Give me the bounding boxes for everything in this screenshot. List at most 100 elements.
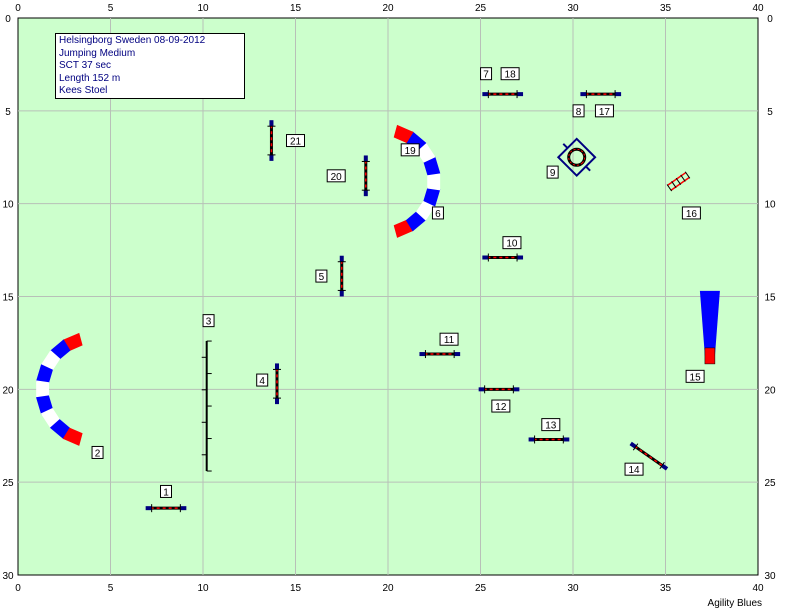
number-label-text: 4 xyxy=(259,376,265,387)
judge-name: Kees Stoel xyxy=(59,85,108,97)
number-label-text: 3 xyxy=(206,317,212,328)
jump-obstacle xyxy=(419,350,461,359)
jump-bar-shadow xyxy=(633,445,664,468)
number-label-box xyxy=(160,484,172,498)
number-label-box xyxy=(491,399,511,413)
jump-obstacle xyxy=(580,90,622,99)
x-tick-label-bottom: 15 xyxy=(290,583,302,594)
number-label-text: 1 xyxy=(163,487,169,498)
course-info-box: Helsingborg Sweden 08-09-2012 Jumping Me… xyxy=(55,33,245,99)
y-tick-label-right: 0 xyxy=(767,14,773,25)
number-label-box xyxy=(326,169,346,183)
y-tick-label-right: 20 xyxy=(764,385,776,396)
jump-obstacle xyxy=(478,385,520,394)
number-label-box xyxy=(624,462,644,476)
number-label-box xyxy=(500,67,520,81)
x-tick-label-top: 15 xyxy=(290,3,302,14)
tunnel-segment xyxy=(36,380,50,399)
number-label-text: 5 xyxy=(319,272,325,283)
long-jump-obstacle xyxy=(201,340,212,472)
course-length: Length 152 m xyxy=(59,72,121,84)
y-tick-label-right: 5 xyxy=(767,107,773,118)
tunnel-obstacle xyxy=(393,124,441,238)
number-label-box xyxy=(594,104,614,118)
y-tick-label-right: 25 xyxy=(764,478,776,489)
jump-wing xyxy=(629,441,637,449)
y-tick-label-left: 10 xyxy=(2,200,14,211)
jump-obstacle xyxy=(629,441,669,471)
number-label-box xyxy=(502,236,522,250)
number-label-text: 21 xyxy=(290,137,302,148)
number-label-box xyxy=(439,332,459,346)
x-tick-label-bottom: 5 xyxy=(108,583,114,594)
number-label-box xyxy=(202,314,215,328)
event-title: Helsingborg Sweden 08-09-2012 xyxy=(59,35,206,46)
jump-obstacle xyxy=(145,504,187,513)
tire-ladder-obstacle xyxy=(666,171,691,192)
number-label-text: 20 xyxy=(331,172,343,183)
ladder-rung xyxy=(675,177,682,185)
number-label-text: 7 xyxy=(483,70,489,81)
jump-wing xyxy=(660,463,669,471)
jump-post xyxy=(632,443,639,451)
y-tick-label-left: 20 xyxy=(2,385,14,396)
number-label-box xyxy=(546,165,559,179)
standard-course-time: SCT 37 sec xyxy=(59,60,112,72)
ladder-rung xyxy=(684,171,691,179)
ladder-rung xyxy=(666,184,673,192)
ladder-rung xyxy=(680,174,686,182)
tire-ring-stripe xyxy=(568,148,586,166)
number-label-text: 19 xyxy=(405,146,417,157)
x-tick-label-top: 5 xyxy=(108,3,114,14)
y-tick-label-left: 25 xyxy=(2,478,14,489)
number-label-text: 16 xyxy=(686,209,698,220)
tunnel-segment xyxy=(62,427,83,446)
x-tick-label-bottom: 35 xyxy=(660,583,672,594)
x-tick-label-top: 25 xyxy=(475,3,487,14)
tunnel-obstacle xyxy=(36,332,83,446)
chute-entry xyxy=(704,347,716,365)
x-tick-label-bottom: 20 xyxy=(382,583,394,594)
number-label-text: 11 xyxy=(444,335,455,346)
tunnel-segment xyxy=(393,124,414,144)
y-tick-label-left: 15 xyxy=(2,293,14,304)
number-label-box xyxy=(685,369,705,383)
number-label-text: 2 xyxy=(95,448,101,459)
number-label-text: 15 xyxy=(690,372,702,383)
number-label-box xyxy=(91,445,104,459)
x-tick-label-top: 20 xyxy=(382,3,394,14)
number-label-text: 14 xyxy=(628,465,640,476)
x-tick-label-top: 35 xyxy=(660,3,672,14)
class-name: Jumping Medium xyxy=(59,47,136,59)
tire-obstacle xyxy=(556,137,597,178)
tire-leg xyxy=(562,143,569,149)
tire-leg xyxy=(585,165,591,172)
number-label-box xyxy=(315,269,328,283)
x-tick-label-top: 40 xyxy=(752,3,764,14)
x-tick-label-bottom: 25 xyxy=(475,583,487,594)
jump-obstacle xyxy=(482,253,524,262)
jump-obstacle xyxy=(482,90,524,99)
jump-obstacle xyxy=(273,363,281,405)
number-label-text: 18 xyxy=(505,70,517,81)
chute-obstacle xyxy=(699,290,720,365)
number-label-box xyxy=(572,104,585,118)
x-tick-label-top: 10 xyxy=(197,3,209,14)
tire-frame xyxy=(556,137,597,178)
number-label-box xyxy=(400,143,420,157)
brand-footer: Agility Blues xyxy=(707,598,762,609)
x-tick-label-bottom: 40 xyxy=(752,583,764,594)
x-tick-label-top: 0 xyxy=(15,3,21,14)
number-label-text: 6 xyxy=(435,209,441,220)
y-tick-label-left: 5 xyxy=(5,107,11,118)
number-label-box xyxy=(256,373,269,387)
jump-obstacle xyxy=(267,120,276,161)
number-label-box xyxy=(681,206,701,220)
tunnel-segment xyxy=(427,172,441,191)
number-label-text: 17 xyxy=(599,107,611,118)
x-tick-label-top: 30 xyxy=(567,3,579,14)
ladder-rung xyxy=(671,181,677,189)
y-tick-label-right: 10 xyxy=(764,200,776,211)
number-label-text: 13 xyxy=(545,421,557,432)
number-label-box xyxy=(286,134,305,148)
